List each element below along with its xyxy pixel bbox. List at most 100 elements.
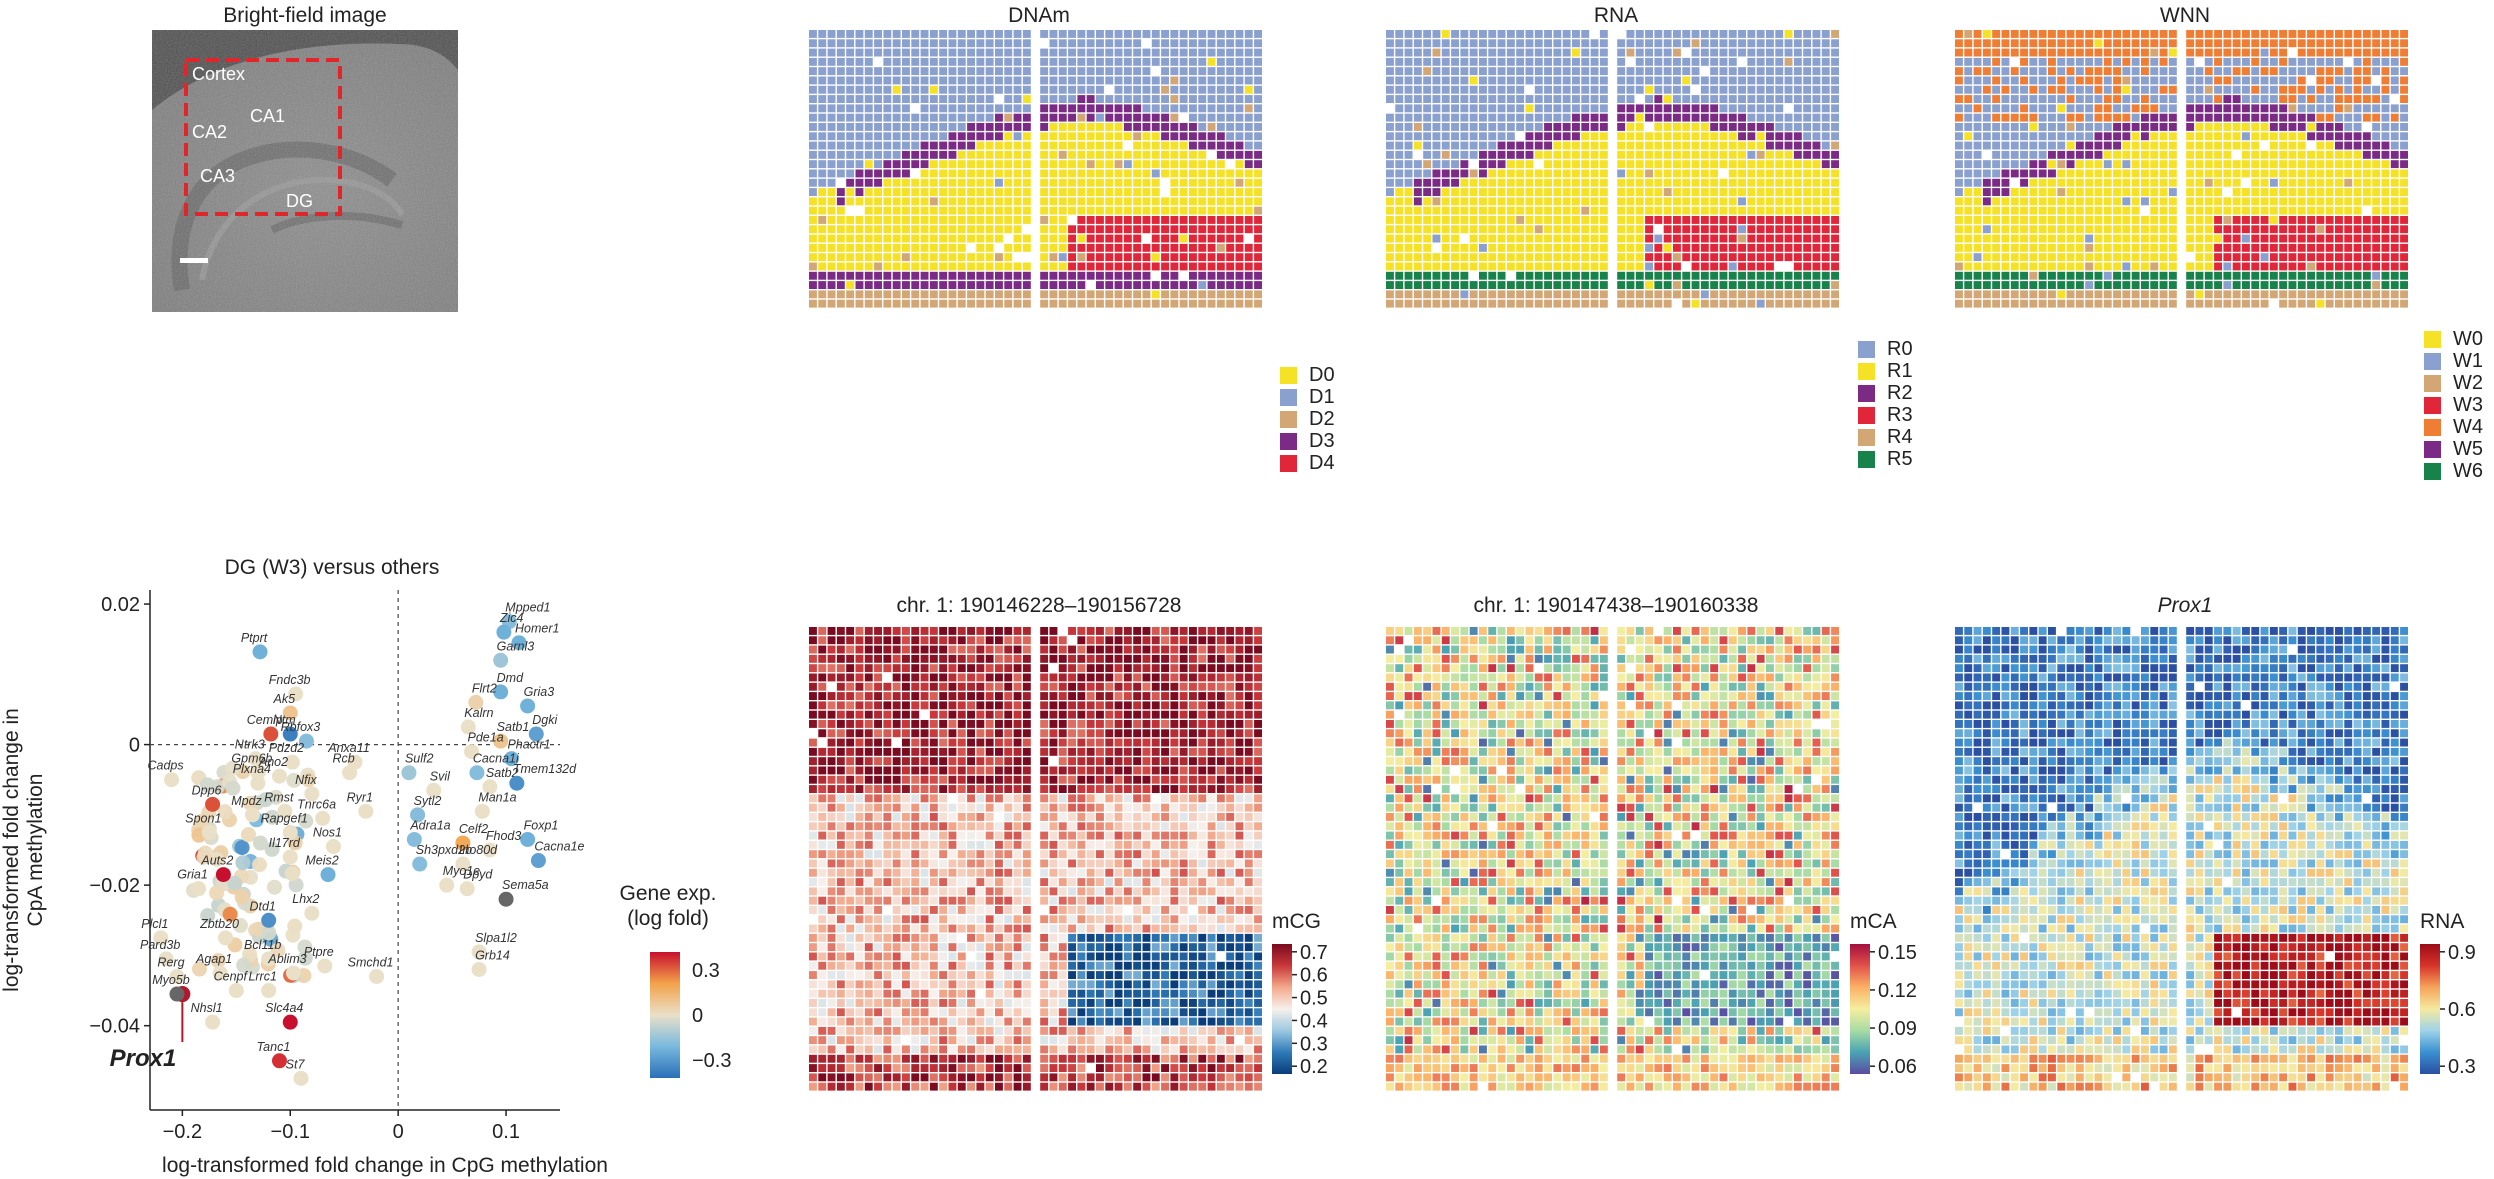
tissue-cell: [2048, 85, 2056, 94]
tissue-cell: [1226, 645, 1235, 654]
tissue-cell: [1700, 150, 1709, 159]
tissue-cell: [1170, 710, 1179, 719]
tissue-cell: [1068, 701, 1076, 710]
tissue-cell: [939, 645, 948, 654]
tissue-cell: [1013, 188, 1022, 196]
tissue-cell: [2362, 281, 2371, 289]
tissue-cell: [1831, 123, 1839, 131]
tissue-cell: [1123, 95, 1132, 103]
tissue-cell: [1170, 253, 1179, 262]
tissue-cell: [2103, 197, 2112, 206]
tissue-cell: [2316, 141, 2325, 150]
tissue-cell: [1441, 290, 1450, 299]
tissue-cell: [2372, 197, 2381, 206]
tissue-cell: [1432, 216, 1441, 224]
tissue-cell: [967, 39, 975, 48]
tissue-cell: [920, 95, 929, 103]
tissue-cell: [1506, 197, 1515, 206]
tissue-cell: [2159, 178, 2168, 187]
tissue-cell: [2400, 132, 2408, 141]
tissue-cell: [1441, 67, 1450, 76]
tissue-cell: [2335, 132, 2343, 141]
tissue-cell: [1691, 160, 1700, 169]
tissue-cell: [1142, 206, 1151, 215]
tissue-cell: [1793, 48, 1802, 57]
tissue-cell: [2168, 160, 2177, 169]
tissue-cell: [1226, 234, 1235, 243]
tissue-cell: [846, 178, 855, 187]
tissue-cell: [809, 281, 817, 289]
tissue-cell: [1479, 150, 1487, 159]
tissue-cell: [2288, 197, 2297, 206]
tissue-cell: [846, 290, 855, 299]
tissue-cell: [1423, 281, 1432, 289]
tissue-cell: [1451, 169, 1459, 178]
tissue-cell: [1599, 95, 1608, 103]
tissue-cell: [1626, 76, 1635, 85]
tissue-cell: [1123, 85, 1132, 94]
tissue-cell: [948, 30, 957, 38]
tissue-cell: [1142, 169, 1151, 178]
tissue-cell: [1086, 225, 1095, 234]
tissue-cell: [1441, 150, 1450, 159]
tissue-cell: [1226, 290, 1235, 299]
tissue-cell: [874, 299, 882, 308]
tissue-cell: [902, 299, 910, 308]
tissue-cell: [2131, 30, 2140, 38]
tissue-cell: [874, 169, 882, 178]
tissue-cell: [1207, 197, 1216, 206]
tissue-cell: [2325, 39, 2334, 48]
tissue-cell: [1803, 160, 1812, 169]
tissue-cell: [1004, 701, 1013, 710]
tissue-cell: [1599, 206, 1608, 215]
tissue-cell: [1114, 160, 1123, 169]
tissue-cell: [2297, 85, 2306, 94]
tissue-cell: [1516, 95, 1525, 103]
tissue-cell: [1553, 141, 1562, 150]
tissue-cell: [2159, 85, 2168, 94]
tissue-cell: [2390, 104, 2399, 113]
tissue-cell: [1479, 281, 1487, 289]
tissue-cell: [1133, 57, 1142, 66]
tissue-cell: [2381, 123, 2390, 131]
tissue-cell: [1992, 169, 2001, 178]
tissue-cell: [1151, 160, 1160, 169]
tissue-cell: [1235, 682, 1244, 691]
tissue-cell: [2085, 188, 2094, 196]
tissue-cell: [1086, 48, 1095, 57]
tissue-cell: [1973, 95, 1982, 103]
tissue-cell: [1244, 178, 1253, 187]
tissue-cell: [2020, 113, 2028, 122]
tissue-cell: [864, 197, 873, 206]
tissue-cell: [1151, 132, 1160, 141]
tissue-cell: [2085, 76, 2094, 85]
tissue-cell: [1189, 234, 1197, 243]
tissue-cell: [864, 67, 873, 76]
tissue-cell: [1534, 48, 1543, 57]
tissue-cell: [1756, 95, 1765, 103]
tissue-cell: [1516, 67, 1525, 76]
tissue-cell: [1254, 645, 1262, 654]
tissue-cell: [1525, 113, 1534, 122]
tissue-cell: [1004, 271, 1013, 280]
tissue-cell: [1525, 104, 1534, 113]
tissue-cell: [2353, 123, 2362, 131]
tissue-cell: [1775, 160, 1784, 169]
tissue-cell: [1244, 729, 1253, 738]
tissue-cell: [2400, 271, 2408, 280]
tissue-cell: [2204, 132, 2213, 141]
tissue-cell: [2390, 290, 2399, 299]
tissue-cell: [1068, 178, 1076, 187]
tissue-cell: [2269, 39, 2278, 48]
tissue-cell: [2066, 169, 2075, 178]
tissue-cell: [836, 729, 845, 738]
tissue-cell: [1207, 243, 1216, 252]
tissue-cell: [1663, 206, 1672, 215]
tissue-cell: [1982, 299, 1991, 308]
tissue-cell: [1432, 262, 1441, 271]
tissue-cell: [1105, 253, 1114, 262]
tissue-cell: [1534, 39, 1543, 48]
tissue-cell: [1244, 664, 1253, 673]
tissue-cell: [1516, 253, 1525, 262]
tissue-cell: [1049, 692, 1058, 700]
